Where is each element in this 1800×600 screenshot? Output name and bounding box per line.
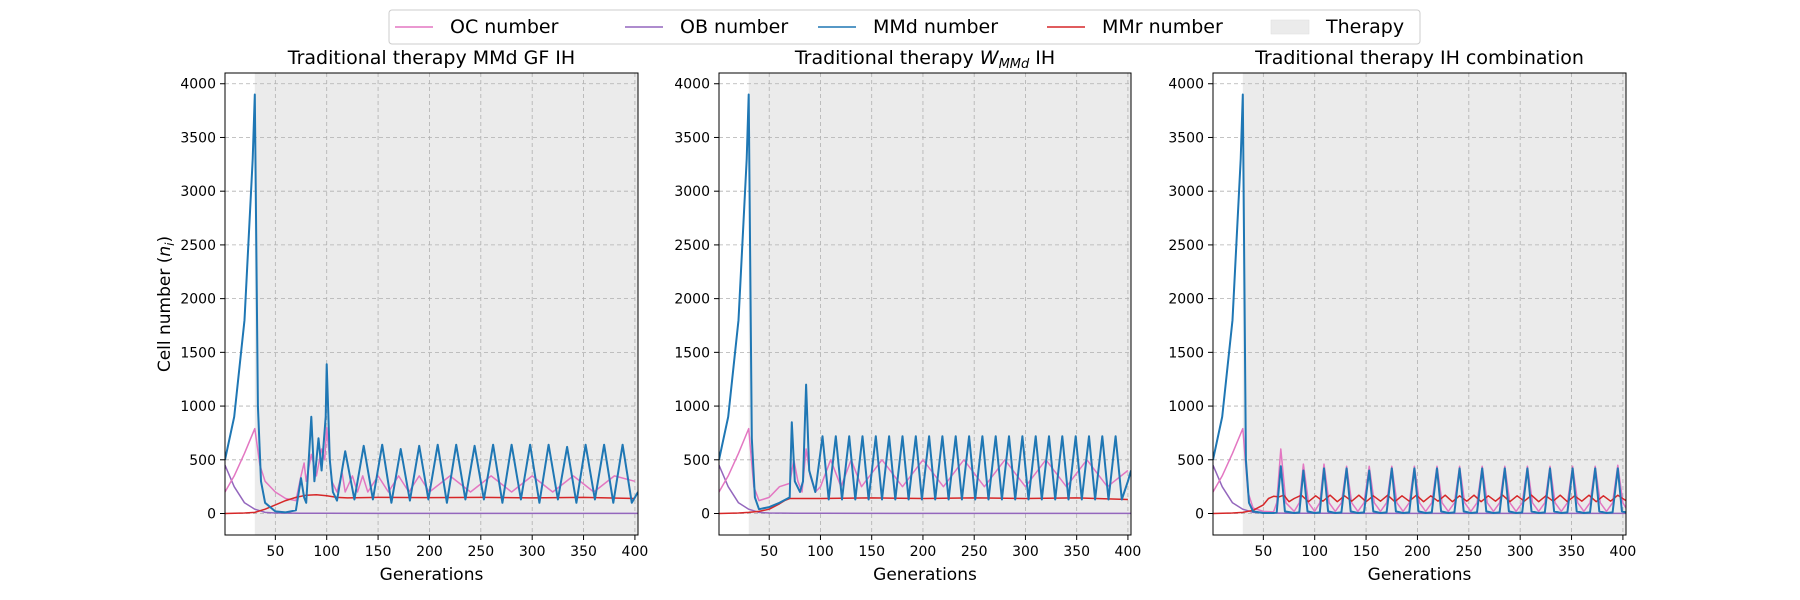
series-line-mmd [1213,93,1626,514]
y-tick-label: 2500 [674,238,710,254]
y-tick-label: 4000 [1168,77,1204,93]
x-tick-label: 150 [365,544,392,560]
series-group [1213,93,1626,515]
y-tick-label: 1000 [1168,399,1204,415]
axes-frame [718,72,1132,536]
chart-panels: 50 100 150 200 250 300 350 40005001000150020002… [155,47,1636,585]
legend-frame [388,9,1421,45]
x-tick-label: 50 [266,544,284,560]
y-tick-label: 500 [1177,453,1204,469]
x-tick-label: 300 [1012,544,1039,560]
series-line-mmd [719,93,1131,511]
legend-item-mmd-number: MMd number [818,16,998,38]
y-tick-label: 3000 [674,184,710,200]
grid [719,73,1131,535]
x-tick-label: 300 [1507,544,1534,560]
y-tick-label: 1000 [180,399,216,415]
axes-frame [1212,72,1627,536]
series-line-ob [225,464,638,515]
x-tick-label: 350 [1558,544,1585,560]
legend-label: Therapy [1325,16,1404,38]
x-tick-label: 50 [1254,544,1272,560]
series-group [225,93,638,515]
x-tick-label: 200 [416,544,443,560]
legend-item-mmr-number: MMr number [1047,16,1223,38]
x-tick-label: 150 [858,544,885,560]
legend-label: MMr number [1102,16,1223,38]
y-tick-label: 2000 [674,292,710,308]
series-group [719,93,1131,515]
legend-item-oc-number: OC number [395,16,559,38]
y-tick-label: 2500 [180,238,216,254]
chart-title: Traditional therapy MMd GF IH [287,47,575,69]
y-tick-label: 0 [1195,507,1204,523]
y-tick-label: 4000 [674,77,710,93]
chart-title: Traditional therapy IH combination [1254,47,1584,69]
legend-swatch [1270,19,1310,35]
x-tick-label: 400 [622,544,649,560]
y-tick-label: 3000 [180,184,216,200]
legend-item-ob-number: OB number [625,16,788,38]
legend-item-therapy: Therapy [1270,16,1404,38]
x-tick-label: 50 [760,544,778,560]
series-line-mmd [225,93,638,514]
x-tick-label: 250 [467,544,494,560]
y-tick-label: 3500 [674,130,710,146]
x-tick-label: 200 [910,544,937,560]
x-tick-label: 400 [1610,544,1637,560]
grid [1213,73,1626,535]
ticks: 50 100 150 200 250 300 350 40005001000150020002… [674,77,1141,560]
x-tick-label: 300 [519,544,546,560]
x-axis-label: Generations [380,565,484,585]
x-tick-label: 200 [1404,544,1431,560]
legend: OC number OB number MMd number MMr number Th… [388,9,1421,45]
y-tick-label: 1500 [180,345,216,361]
series-line-oc [1213,427,1626,513]
ticks: 50 100 150 200 250 300 350 40005001000150020002… [1168,77,1636,560]
ticks: 50 100 150 200 250 300 350 40005001000150020002… [180,77,648,560]
x-tick-label: 100 [1301,544,1328,560]
y-tick-label: 1500 [674,345,710,361]
therapy-band [1242,73,1626,535]
y-tick-label: 0 [207,507,216,523]
y-tick-label: 3500 [180,130,216,146]
chart-panel-1: 50 100 150 200 250 300 350 40005001000150020002… [155,47,648,585]
x-tick-label: 100 [807,544,834,560]
y-tick-label: 500 [683,453,710,469]
x-axis-label: Generations [873,565,977,585]
series-line-ob [719,464,1131,515]
y-tick-label: 1500 [1168,345,1204,361]
y-tick-label: 3500 [1168,130,1204,146]
x-tick-label: 100 [313,544,340,560]
y-tick-label: 2000 [1168,292,1204,308]
x-axis-label: Generations [1368,565,1472,585]
y-tick-label: 500 [189,453,216,469]
y-tick-label: 2500 [1168,238,1204,254]
series-line-mmr [1213,494,1626,515]
y-tick-label: 0 [701,507,710,523]
y-tick-label: 2000 [180,292,216,308]
chart-panel-2: 50 100 150 200 250 300 350 40005001000150020002… [674,47,1141,585]
y-tick-label: 3000 [1168,184,1204,200]
legend-label: OB number [680,16,788,38]
chart-panel-3: 50 100 150 200 250 300 350 40005001000150020002… [1168,47,1636,585]
y-axis-label: Cell number (ni) [155,236,177,372]
legend-label: MMd number [873,16,998,38]
y-tick-label: 4000 [180,77,216,93]
x-tick-label: 350 [570,544,597,560]
series-line-mmr [225,493,635,515]
x-tick-label: 150 [1353,544,1380,560]
series-line-oc [225,426,636,502]
x-tick-label: 350 [1063,544,1090,560]
x-tick-label: 250 [961,544,988,560]
x-tick-label: 250 [1455,544,1482,560]
y-tick-label: 1000 [674,399,710,415]
x-tick-label: 400 [1115,544,1142,560]
therapy-band [254,73,639,535]
chart-title: Traditional therapy WMMd IH [794,47,1055,72]
axes-frame [224,72,639,536]
grid [225,73,638,535]
legend-label: OC number [450,16,559,38]
